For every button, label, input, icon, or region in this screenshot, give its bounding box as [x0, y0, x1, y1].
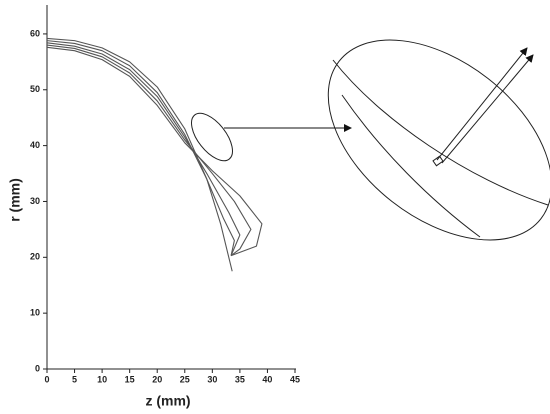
- zoom-detail: [291, 0, 550, 280]
- x-tick-label: 0: [44, 374, 49, 384]
- x-tick-label: 10: [97, 374, 107, 384]
- curve: [47, 47, 262, 255]
- curve: [47, 38, 232, 271]
- y-tick-label: 20: [30, 252, 40, 262]
- y-tick-label: 0: [35, 363, 40, 373]
- y-tick-label: 30: [30, 196, 40, 206]
- zoom-region: [184, 106, 241, 167]
- x-tick-label: 15: [125, 374, 135, 384]
- y-tick-label: 40: [30, 140, 40, 150]
- y-tick-label: 60: [30, 28, 40, 38]
- y-axis-label: r (mm): [7, 178, 23, 222]
- y-tick-label: 10: [30, 308, 40, 318]
- chart: r (mm) z (mm) 0 5 10 15 20 25 30 35 40 45 0 10 20 30 4…: [0, 0, 550, 414]
- y-tick-label: 50: [30, 84, 40, 94]
- x-tick-label: 35: [235, 374, 245, 384]
- x-tick-label: 5: [72, 374, 77, 384]
- x-tick-label: 40: [262, 374, 272, 384]
- x-tick-label: 20: [152, 374, 162, 384]
- x-tick-label: 45: [290, 374, 300, 384]
- curve: [47, 41, 234, 256]
- x-tick-label: 25: [180, 374, 190, 384]
- x-tick-label: 30: [207, 374, 217, 384]
- x-axis-label: z (mm): [145, 393, 190, 409]
